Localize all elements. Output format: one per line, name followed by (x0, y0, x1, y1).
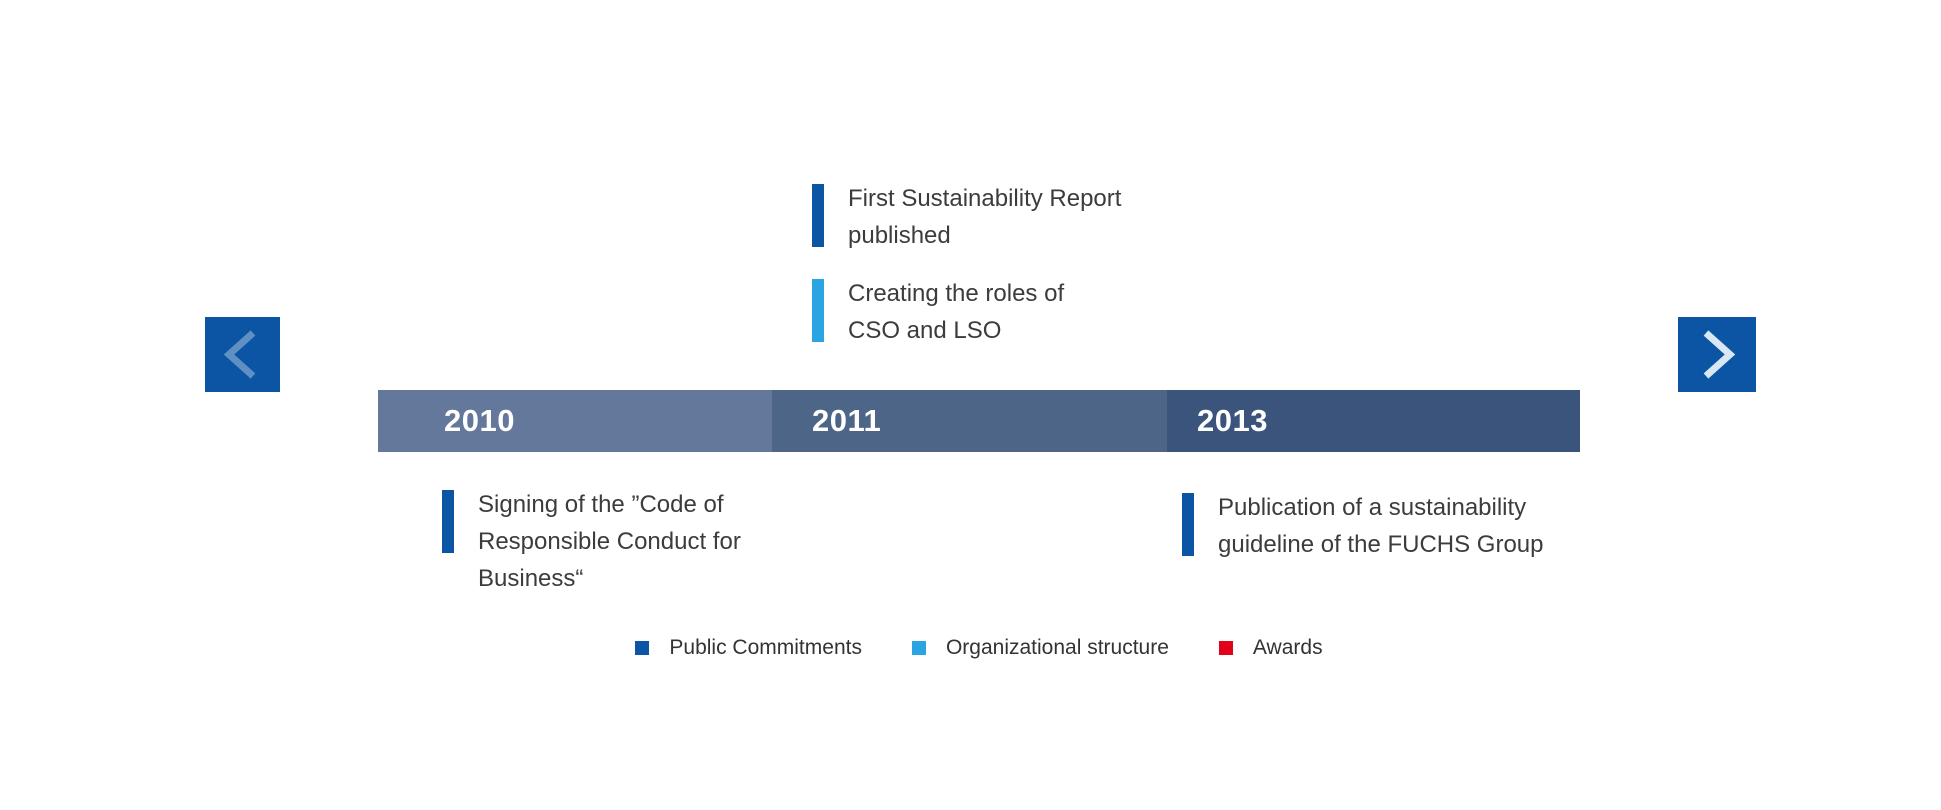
event-item-2013-guideline: Publication of a sustainability guidelin… (1182, 489, 1544, 563)
year-label-2013: 2013 (1197, 403, 1268, 438)
year-label-2011: 2011 (812, 403, 882, 438)
event-text: Signing of the ”Code of Responsible Cond… (478, 491, 741, 592)
legend-item-organizational-structure: Organizational structure (911, 634, 1169, 662)
year-label-2010: 2010 (444, 403, 515, 438)
legend-swatch-organizational-structure (911, 641, 926, 655)
event-item-2011-roles: Creating the roles of CSO and LSO (812, 275, 1064, 349)
event-marker-public-commitments (442, 490, 454, 553)
legend-label: Public Commitments (669, 636, 862, 659)
chevron-right-icon (1703, 330, 1736, 379)
timeline-bar: 2010 2011 2013 (378, 390, 1580, 452)
event-marker-public-commitments (1182, 493, 1194, 556)
event-item-2011-report: First Sustainability Report published (812, 180, 1121, 254)
legend-item-public-commitments: Public Commitments (635, 634, 862, 662)
event-item-2010-code: Signing of the ”Code of Responsible Cond… (442, 486, 741, 597)
event-marker-public-commitments (812, 184, 824, 247)
legend-swatch-awards (1218, 641, 1233, 655)
next-button[interactable] (1678, 317, 1756, 392)
event-marker-organizational-structure (812, 279, 824, 342)
legend-label: Organizational structure (945, 636, 1169, 659)
timeline-segment-2011[interactable]: 2011 (772, 390, 1167, 452)
legend-swatch-public-commitments (635, 641, 650, 655)
event-text: First Sustainability Report published (848, 185, 1122, 249)
timeline-segment-2010[interactable]: 2010 (378, 390, 772, 452)
legend-item-awards: Awards (1218, 634, 1323, 662)
prev-button[interactable] (205, 317, 280, 392)
chevron-left-icon (223, 330, 256, 379)
event-text: Creating the roles of CSO and LSO (848, 280, 1065, 344)
event-text: Publication of a sustainability guidelin… (1218, 494, 1544, 558)
legend-label: Awards (1252, 636, 1323, 659)
legend: Public Commitments Organizational struct… (378, 634, 1580, 662)
timeline-segment-2013[interactable]: 2013 (1167, 390, 1580, 452)
